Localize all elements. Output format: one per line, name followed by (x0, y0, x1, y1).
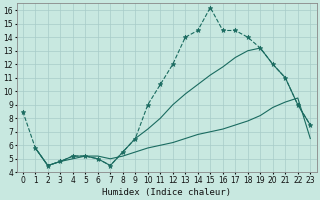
X-axis label: Humidex (Indice chaleur): Humidex (Indice chaleur) (102, 188, 231, 197)
